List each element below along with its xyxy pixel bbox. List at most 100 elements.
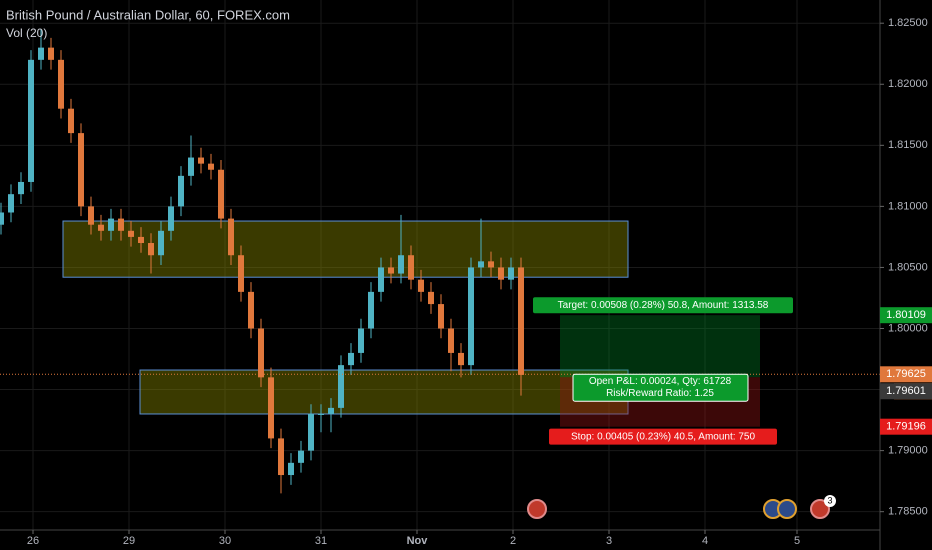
candle-body xyxy=(78,133,84,207)
candle-body xyxy=(288,462,294,476)
candle-body xyxy=(388,267,394,274)
x-tick-label: 26 xyxy=(27,535,39,547)
candle-body xyxy=(158,230,164,256)
entry-price-box xyxy=(880,383,932,400)
x-tick-label: 30 xyxy=(219,535,231,547)
pnl-box xyxy=(572,373,749,402)
candle-body xyxy=(128,230,134,237)
y-tick-label: 1.81500 xyxy=(888,139,928,151)
candle-body xyxy=(238,255,244,292)
x-tick-label: 5 xyxy=(794,535,800,547)
target-price: 1.80109 xyxy=(886,309,926,321)
y-tick-label: 1.79000 xyxy=(888,445,928,457)
event-icon[interactable] xyxy=(810,499,830,519)
x-tick-label: 4 xyxy=(702,535,708,547)
stop-label-box xyxy=(549,428,777,445)
x-tick-label: 29 xyxy=(123,535,135,547)
candle-body xyxy=(488,261,494,268)
last-price-box xyxy=(880,366,932,383)
event-icon[interactable] xyxy=(777,499,797,519)
stop-label: Stop: 0.00405 (0.23%) 40.5, Amount: 750 xyxy=(571,431,755,442)
candle-body xyxy=(118,218,124,231)
candle-body xyxy=(58,59,64,109)
candle-body xyxy=(148,243,154,256)
candle-body xyxy=(28,59,34,182)
event-icon[interactable] xyxy=(527,499,547,519)
x-tick-label: 3 xyxy=(606,535,612,547)
entry-price: 1.79601 xyxy=(886,385,926,397)
candle-body xyxy=(228,218,234,256)
y-tick-label: 1.78500 xyxy=(888,506,928,518)
candle-body xyxy=(498,267,504,280)
candle-body xyxy=(98,224,104,231)
target-zone xyxy=(560,315,760,378)
stop-price-box xyxy=(880,418,932,435)
candle-body xyxy=(478,261,484,268)
candle-body xyxy=(248,291,254,329)
candle-body xyxy=(378,267,384,292)
pnl-label: Open P&L: 0.00024, Qty: 61728 xyxy=(589,376,732,387)
candle-body xyxy=(368,291,374,329)
candle-body xyxy=(198,157,204,164)
candle-body xyxy=(338,365,344,408)
chart-subtitle: Vol (20) xyxy=(6,26,47,40)
y-tick-label: 1.80500 xyxy=(888,261,928,273)
candle-body xyxy=(328,407,334,414)
candle-body xyxy=(138,236,144,244)
zone xyxy=(62,220,629,278)
rr-label: Risk/Reward Ratio: 1.25 xyxy=(606,388,714,399)
candle-body xyxy=(8,194,14,213)
candle-body xyxy=(298,450,304,463)
x-tick-label: 2 xyxy=(510,535,516,547)
candle-body xyxy=(468,267,474,366)
candle-body xyxy=(418,279,424,292)
candle-body xyxy=(448,328,454,353)
candle-body xyxy=(188,157,194,176)
candle-body xyxy=(398,255,404,274)
y-tick-label: 1.82000 xyxy=(888,78,928,90)
candle-body xyxy=(508,267,514,280)
event-badge-count: 3 xyxy=(827,495,832,505)
candle-body xyxy=(518,267,524,375)
target-price-box xyxy=(880,307,932,324)
candle-body xyxy=(218,169,224,219)
event-badge xyxy=(824,495,836,507)
y-tick-label: 1.81000 xyxy=(888,200,928,212)
event-icons: 3 xyxy=(527,495,836,519)
candle-body xyxy=(348,352,354,366)
candle-body xyxy=(358,328,364,353)
plot xyxy=(0,29,880,494)
candle-body xyxy=(408,255,414,280)
candle-body xyxy=(168,206,174,231)
candle-body xyxy=(0,212,4,225)
y-tick-label: 1.82500 xyxy=(888,17,928,29)
candle-body xyxy=(208,163,214,170)
candle-body xyxy=(318,413,324,415)
candle-body xyxy=(68,108,74,134)
candle-body xyxy=(108,218,114,231)
grid xyxy=(0,0,880,530)
candle-body xyxy=(178,175,184,207)
x-tick-label: Nov xyxy=(407,535,429,547)
stop-price: 1.79196 xyxy=(886,421,926,433)
candle-body xyxy=(428,291,434,305)
candle-body xyxy=(268,377,274,439)
x-tick-label: 31 xyxy=(315,535,327,547)
candle-body xyxy=(38,47,44,60)
candle-body xyxy=(278,438,284,476)
candle-body xyxy=(308,413,314,451)
candle-body xyxy=(458,352,464,366)
candle-body xyxy=(438,304,444,329)
candle-body xyxy=(88,206,94,225)
target-label: Target: 0.00508 (0.28%) 50.8, Amount: 13… xyxy=(558,300,769,311)
last-price: 1.79625 xyxy=(886,368,926,380)
target-label-box xyxy=(533,297,793,314)
y-tick-label: 1.80000 xyxy=(888,322,928,334)
zone xyxy=(139,369,629,415)
chart-title: British Pound / Australian Dollar, 60, F… xyxy=(6,7,290,22)
candle-body xyxy=(258,328,264,378)
candle-body xyxy=(18,181,24,195)
candle-body xyxy=(48,47,54,60)
